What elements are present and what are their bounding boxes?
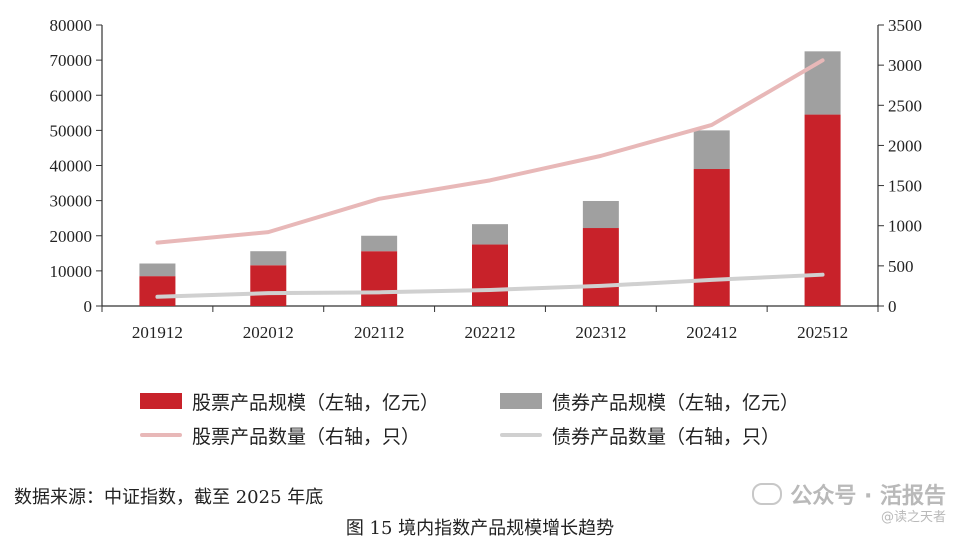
- y-left-tick-label: 20000: [50, 227, 93, 246]
- y-right-tick-label: 1500: [888, 177, 922, 196]
- bar-stock-scale: [250, 265, 287, 306]
- watermark-text: 公众号 · 活报告: [790, 484, 946, 509]
- y-left-tick-label: 40000: [50, 157, 93, 176]
- line-bond-count: [155, 272, 825, 299]
- legend-swatch-stock-count: [140, 433, 182, 437]
- legend-bond-count: 债券产品数量（右轴，只）: [500, 422, 860, 449]
- x-tick-label: 202312: [575, 323, 626, 342]
- x-tick-label: 202112: [354, 323, 404, 342]
- bar-bond-scale: [139, 263, 176, 277]
- y-left-tick-label: 50000: [50, 121, 93, 140]
- y-left-tick-label: 0: [84, 297, 93, 316]
- x-tick-label: 202512: [797, 323, 848, 342]
- watermark: 公众号 · 活报告 @读之天者: [752, 478, 946, 525]
- legend-label-bond-count: 债券产品数量（右轴，只）: [552, 425, 781, 448]
- bar-stock-scale: [472, 244, 508, 306]
- bar-bond-scale: [582, 200, 619, 229]
- bar-stock-scale: [693, 169, 730, 306]
- x-tick-label: 202012: [243, 323, 294, 342]
- legend-label-stock-scale: 股票产品规模（左轴，亿元）: [192, 391, 440, 414]
- y-left-tick-label: 60000: [50, 86, 93, 105]
- bar-bond-scale: [361, 235, 398, 252]
- legend-swatch-stock-scale: [140, 393, 182, 409]
- y-right-tick-label: 2500: [888, 96, 922, 115]
- watermark-sub: @读之天者: [880, 510, 946, 525]
- y-right-tick-label: 3000: [888, 56, 922, 75]
- wechat-icon: [752, 483, 783, 505]
- bar-stock-scale: [361, 251, 398, 306]
- legend-label-bond-scale: 债券产品规模（左轴，亿元）: [552, 391, 800, 414]
- bar-stock-scale: [804, 114, 841, 306]
- legend-swatch-bond-scale: [500, 393, 542, 409]
- y-right-tick-label: 0: [888, 297, 897, 316]
- bar-stock-scale: [582, 228, 619, 306]
- y-right-tick-label: 1000: [888, 217, 922, 236]
- y-left-tick-label: 30000: [50, 192, 93, 211]
- y-right-tick-label: 500: [888, 257, 914, 276]
- bar-bond-scale: [472, 224, 508, 245]
- y-left-tick-label: 10000: [50, 262, 93, 281]
- legend-swatch-bond-count: [500, 433, 542, 437]
- bar-stock-scale: [139, 276, 176, 306]
- legend-label-stock-count: 股票产品数量（右轴，只）: [192, 425, 421, 448]
- legend: 股票产品规模（左轴，亿元） 债券产品规模（左轴，亿元） 股票产品数量（右轴，只）…: [140, 384, 860, 452]
- legend-bond-scale: 债券产品规模（左轴，亿元）: [500, 388, 860, 415]
- y-right-tick-label: 2000: [888, 136, 922, 155]
- chart: 0100002000030000400005000060000700008000…: [50, 16, 923, 342]
- bar-bond-scale: [250, 251, 287, 266]
- x-tick-label: 202412: [686, 323, 737, 342]
- x-tick-label: 202212: [465, 323, 516, 342]
- line-stock-count: [155, 58, 825, 245]
- legend-stock-scale: 股票产品规模（左轴，亿元）: [140, 388, 500, 415]
- data-source-note: 数据来源：中证指数，截至 2025 年底: [14, 487, 324, 508]
- y-left-tick-label: 70000: [50, 51, 93, 70]
- legend-stock-count: 股票产品数量（右轴，只）: [140, 422, 500, 449]
- x-tick-label: 201912: [132, 323, 183, 342]
- bar-bond-scale: [693, 130, 730, 170]
- y-right-tick-label: 3500: [888, 16, 922, 35]
- y-left-tick-label: 80000: [50, 16, 93, 35]
- figure-caption: 图 15 境内指数产品规模增长趋势: [345, 518, 615, 539]
